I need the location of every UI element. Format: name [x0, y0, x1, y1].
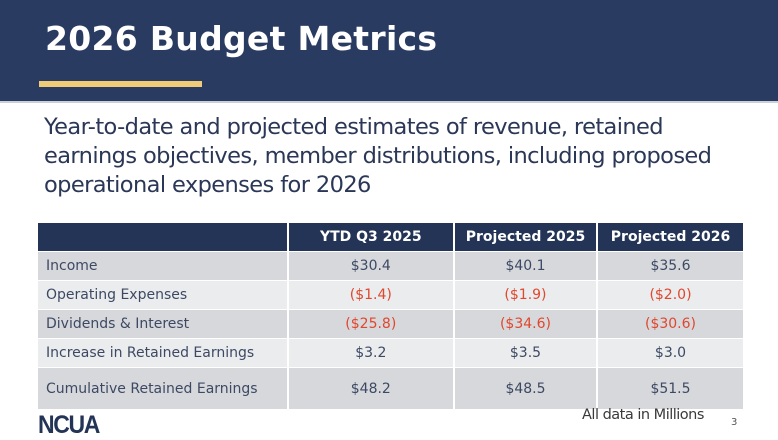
cell-value: $35.6 [597, 251, 743, 281]
row-label: Operating Expenses [38, 280, 289, 310]
cell-value: $48.2 [287, 367, 455, 409]
cell-value: $30.4 [287, 251, 455, 281]
slide-title: 2026 Budget Metrics [45, 19, 438, 58]
cell-value: $48.5 [453, 367, 599, 409]
row-label: Income [38, 251, 289, 281]
table-row-cumulative-retained-earnings: Cumulative Retained Earnings $48.2 $48.5… [38, 367, 743, 409]
cell-value: $3.2 [287, 338, 455, 368]
slide-subtitle: Year-to-date and projected estimates of … [44, 114, 712, 198]
cell-value-negative: ($2.0) [597, 280, 743, 310]
cell-value: $40.1 [453, 251, 599, 281]
cell-value-negative: ($1.4) [287, 280, 455, 310]
row-label: Increase in Retained Earnings [38, 338, 289, 368]
row-label: Dividends & Interest [38, 309, 289, 339]
row-label: Cumulative Retained Earnings [38, 367, 289, 409]
title-banner: 2026 Budget Metrics [0, 0, 778, 101]
table-header-row: YTD Q3 2025 Projected 2025 Projected 202… [38, 223, 743, 252]
table-row-dividends-interest: Dividends & Interest ($25.8) ($34.6) ($3… [38, 309, 743, 339]
column-header-metric [38, 223, 289, 252]
page-number: 3 [731, 417, 738, 428]
banner-divider [0, 101, 778, 103]
column-header-projected-2026: Projected 2026 [597, 223, 743, 252]
cell-value-negative: ($25.8) [287, 309, 455, 339]
cell-value: $3.0 [597, 338, 743, 368]
cell-value: $51.5 [597, 367, 743, 409]
cell-value-negative: ($34.6) [453, 309, 599, 339]
table-row-operating-expenses: Operating Expenses ($1.4) ($1.9) ($2.0) [38, 280, 743, 310]
table-row-income: Income $30.4 $40.1 $35.6 [38, 251, 743, 281]
cell-value-negative: ($1.9) [453, 280, 599, 310]
budget-metrics-table: YTD Q3 2025 Projected 2025 Projected 202… [38, 223, 743, 409]
title-accent-bar [39, 81, 202, 87]
units-footnote: All data in Millions [582, 407, 704, 423]
column-header-projected-2025: Projected 2025 [453, 223, 599, 252]
cell-value-negative: ($30.6) [597, 309, 743, 339]
column-header-ytd-q3-2025: YTD Q3 2025 [287, 223, 455, 252]
ncua-logo: NCUA [38, 411, 100, 439]
cell-value: $3.5 [453, 338, 599, 368]
table-row-increase-retained-earnings: Increase in Retained Earnings $3.2 $3.5 … [38, 338, 743, 368]
